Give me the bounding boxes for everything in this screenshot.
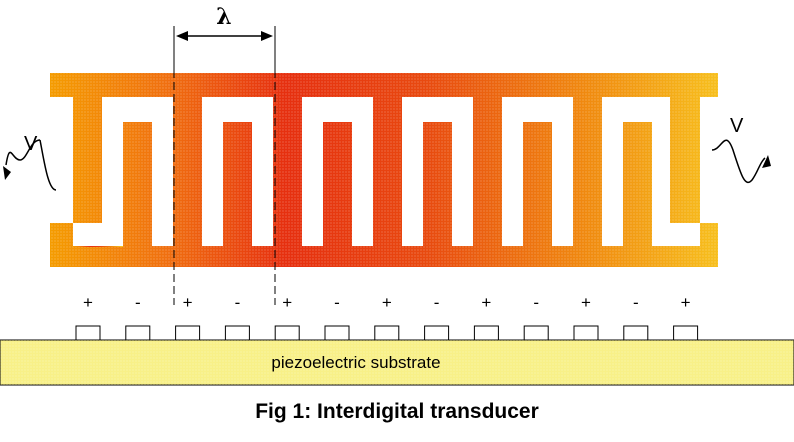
polarity-sign: + <box>83 293 93 312</box>
polarity-sign: + <box>481 293 491 312</box>
polarity-sign: + <box>382 293 392 312</box>
electrode-pad <box>523 325 549 341</box>
left-voltage-label: V <box>24 133 38 155</box>
electrode-pad <box>374 325 400 341</box>
right-voltage-label: V <box>730 115 744 137</box>
polarity-sign: - <box>235 293 241 312</box>
right-ac-source: V <box>711 115 771 183</box>
substrate: piezoelectric substrate <box>0 339 794 386</box>
electrode-pad <box>573 325 599 341</box>
substrate-label: piezoelectric substrate <box>271 353 440 372</box>
left-sine-icon <box>5 139 41 166</box>
electrode-pad <box>175 325 201 341</box>
polarity-sign: - <box>135 293 141 312</box>
electrode-pad <box>473 325 499 341</box>
electrode-pad <box>274 325 300 341</box>
figure-caption: Fig 1: Interdigital transducer <box>255 400 539 423</box>
polarity-sign: - <box>334 293 340 312</box>
polarity-sign: + <box>183 293 193 312</box>
finger-gaps <box>50 97 718 246</box>
electrode-pad <box>224 325 250 341</box>
left-ac-source: V <box>3 133 57 191</box>
wavelength-label: λ <box>216 4 231 30</box>
electrode-pad <box>324 325 350 341</box>
interdigital-electrodes <box>50 73 718 267</box>
polarity-sign: - <box>533 293 539 312</box>
polarity-signs: + - + - + - + - + - + - + <box>83 293 691 312</box>
electrode-cross-sections <box>75 325 699 341</box>
electrode-pad <box>623 325 649 341</box>
electrode-pad <box>125 325 151 341</box>
polarity-sign: - <box>434 293 440 312</box>
electrode-pad <box>424 325 450 341</box>
wavelength-guides <box>173 26 276 305</box>
electrode-pad <box>673 325 699 341</box>
polarity-sign: - <box>633 293 639 312</box>
polarity-sign: + <box>681 293 691 312</box>
polarity-sign: + <box>282 293 292 312</box>
wavelength-arrow <box>176 31 273 41</box>
right-sine-icon <box>711 139 766 183</box>
polarity-sign: + <box>581 293 591 312</box>
electrode-pad <box>75 325 101 341</box>
